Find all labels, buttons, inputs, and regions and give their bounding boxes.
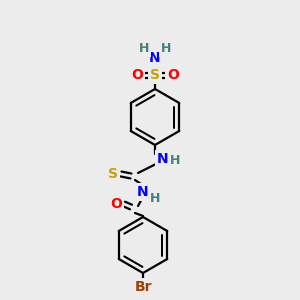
Text: S: S	[150, 68, 160, 82]
Text: S: S	[108, 167, 118, 181]
Text: O: O	[110, 197, 122, 211]
Text: O: O	[167, 68, 179, 82]
Text: N: N	[137, 185, 149, 199]
Text: O: O	[131, 68, 143, 82]
Text: H: H	[139, 43, 149, 56]
Text: Br: Br	[134, 280, 152, 294]
Text: H: H	[150, 191, 160, 205]
Text: H: H	[161, 43, 171, 56]
Text: N: N	[149, 51, 161, 65]
Text: H: H	[170, 154, 180, 167]
Text: N: N	[157, 152, 169, 166]
